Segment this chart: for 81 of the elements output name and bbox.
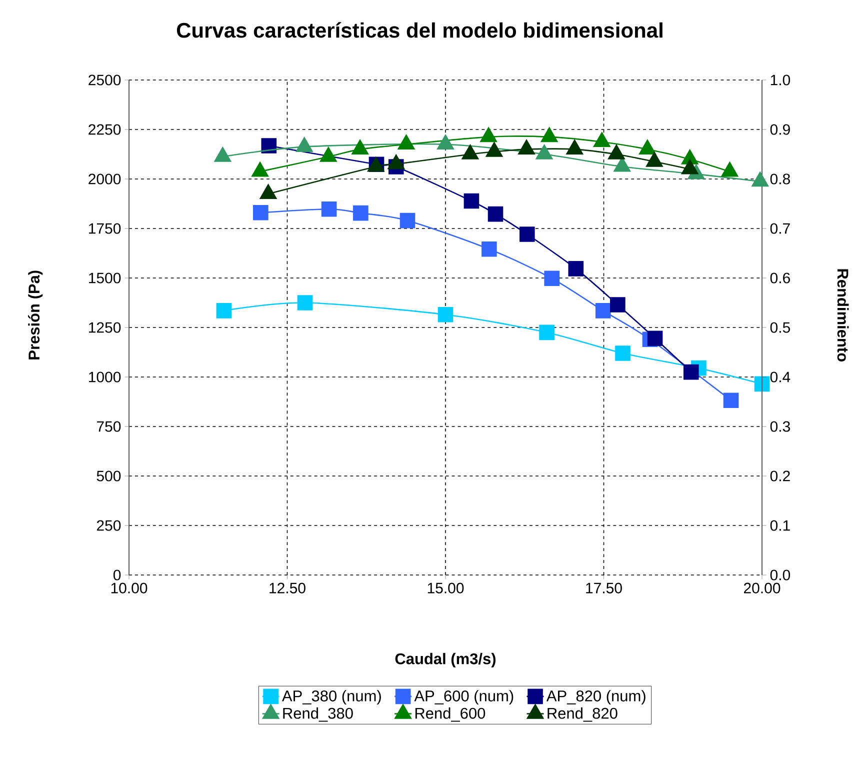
point <box>539 324 554 340</box>
point <box>486 142 503 157</box>
y-axis-title: Presión (Pa) <box>28 270 43 360</box>
y2-tick-label: 1.0 <box>770 74 790 86</box>
point <box>723 392 739 408</box>
point <box>593 132 610 148</box>
point <box>482 241 497 257</box>
legend-label: Rend_820 <box>548 707 618 722</box>
point <box>296 137 313 152</box>
point <box>683 364 699 380</box>
legend-label: Rend_380 <box>283 707 353 722</box>
x-tick-label: 20.00 <box>744 582 780 594</box>
x-tick-label: 10.00 <box>111 582 148 594</box>
y2-axis-title: Rendimiento <box>837 269 849 362</box>
point <box>438 306 454 322</box>
point <box>253 205 268 220</box>
y2-tick-label: 0.4 <box>770 372 790 382</box>
y-tick-label: 1750 <box>89 223 121 234</box>
y-tick-label: 1000 <box>89 372 121 382</box>
y-tick-label: 2250 <box>88 124 121 135</box>
point <box>610 297 626 312</box>
point <box>721 162 738 177</box>
point <box>536 144 553 160</box>
point <box>520 226 535 242</box>
x-axis-title: Caudal (m3/s) <box>395 652 496 668</box>
point <box>480 127 497 142</box>
point <box>437 134 454 150</box>
point <box>518 140 535 154</box>
point <box>568 261 584 276</box>
y-tick-label: 0 <box>113 570 121 580</box>
chart-title: Curvas características del modelo bidimensional <box>176 22 662 38</box>
point <box>638 140 656 154</box>
point <box>752 172 769 187</box>
point <box>352 140 368 154</box>
y2-tick-label: 0.3 <box>770 421 790 432</box>
y2-tick-label: 0.7 <box>770 223 790 234</box>
point <box>320 147 337 162</box>
legend-label: Rend_600 <box>415 707 486 722</box>
point <box>615 346 630 361</box>
y-tick-label: 250 <box>96 520 121 531</box>
point <box>321 201 337 217</box>
y2-tick-label: 0.2 <box>770 470 790 482</box>
point <box>646 152 663 167</box>
point <box>297 295 313 310</box>
y2-tick-label: 0.1 <box>770 520 790 531</box>
legend-label: AP_820 (num) <box>546 690 646 704</box>
point <box>681 159 698 174</box>
x-tick-label: 17.50 <box>586 582 622 594</box>
point <box>260 184 277 199</box>
x-tick-label: 12.50 <box>270 582 306 594</box>
y-tick-label: 500 <box>96 470 121 482</box>
point <box>540 127 558 142</box>
point <box>214 147 232 162</box>
point <box>261 138 277 154</box>
y-tick-label: 2500 <box>88 74 121 86</box>
y2-tick-label: 0.5 <box>770 322 790 333</box>
point <box>462 144 479 160</box>
y2-tick-label: 0.6 <box>770 272 790 284</box>
y-tick-label: 1250 <box>89 322 121 333</box>
y2-tick-label: 0.0 <box>770 570 790 580</box>
point <box>400 212 416 228</box>
y2-tick-label: 0.8 <box>770 174 790 184</box>
y-tick-label: 1500 <box>89 272 121 284</box>
point <box>647 330 663 346</box>
point <box>566 140 584 154</box>
y-tick-label: 750 <box>96 421 121 432</box>
legend-label: AP_600 (num) <box>414 690 514 704</box>
point <box>398 134 415 150</box>
point <box>608 144 625 160</box>
y-tick-label: 2000 <box>88 174 121 184</box>
x-tick-label: 15.00 <box>428 582 464 594</box>
point <box>464 193 480 209</box>
point <box>353 205 368 221</box>
point <box>595 303 611 318</box>
point <box>216 303 232 318</box>
point <box>544 270 560 286</box>
point <box>488 206 504 222</box>
point <box>252 162 268 177</box>
point <box>388 154 405 170</box>
y2-tick-label: 0.9 <box>770 124 790 135</box>
legend-label: AP_380 (num) <box>282 690 381 704</box>
